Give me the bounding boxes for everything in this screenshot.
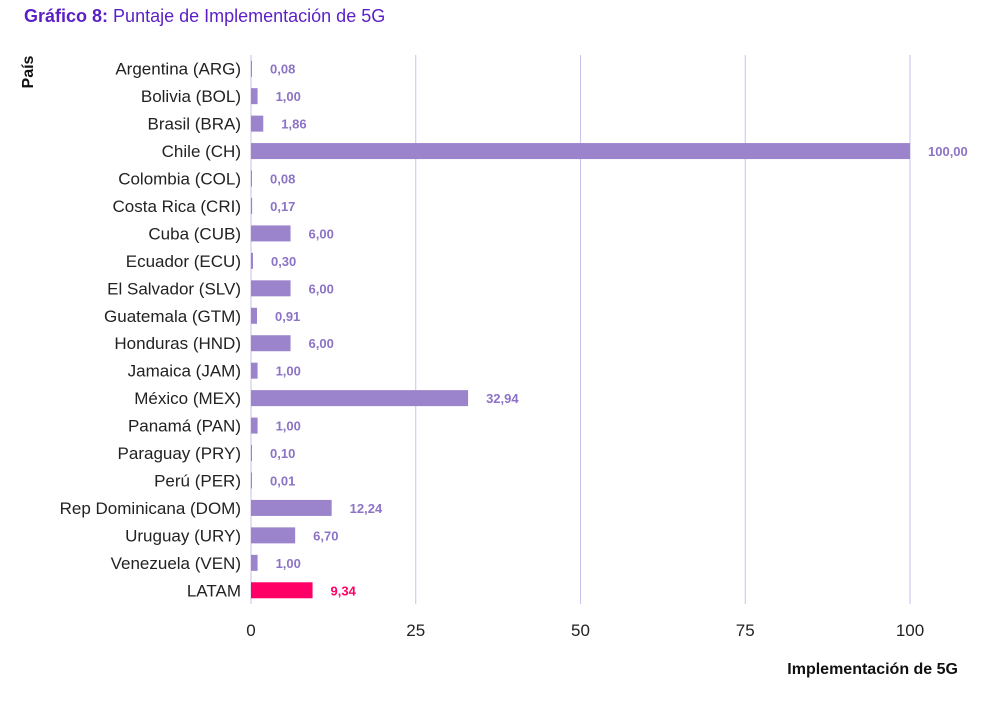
category-label: Ecuador (ECU): [126, 252, 241, 271]
category-label: El Salvador (SLV): [107, 279, 241, 298]
bar: [251, 527, 296, 544]
category-label: Honduras (HND): [114, 334, 241, 353]
x-tick-labels: 0 25 50 75 100: [246, 621, 924, 640]
category-label: Paraguay (PRY): [118, 444, 241, 463]
bar: [251, 225, 291, 242]
bar: [251, 307, 257, 324]
x-tick-label: 0: [246, 621, 255, 640]
category-label: Uruguay (URY): [125, 526, 241, 545]
bar: [251, 417, 258, 434]
category-label: Costa Rica (CRI): [113, 197, 241, 216]
category-label: Bolivia (BOL): [141, 87, 241, 106]
data-label: 0,30: [271, 254, 296, 269]
data-label: 6,00: [309, 336, 334, 351]
category-label: Brasil (BRA): [147, 115, 241, 134]
category-label: México (MEX): [134, 389, 241, 408]
data-label: 12,24: [350, 501, 383, 516]
x-tick-label: 50: [571, 621, 590, 640]
data-label: 0,91: [275, 309, 300, 324]
category-label: Colombia (COL): [118, 170, 241, 189]
category-label: Panamá (PAN): [128, 417, 241, 436]
category-label: Chile (CH): [162, 142, 241, 161]
data-label: 1,86: [281, 117, 306, 132]
category-label: LATAM: [187, 581, 241, 600]
data-label: 9,34: [331, 583, 357, 598]
data-label: 1,00: [276, 89, 301, 104]
x-axis-label: Implementación de 5G: [787, 661, 958, 678]
x-tick-label: 75: [736, 621, 755, 640]
category-label: Cuba (CUB): [148, 224, 241, 243]
x-tick-label: 25: [406, 621, 425, 640]
data-label: 0,17: [270, 199, 295, 214]
value-labels: 0,08 1,00 1,86 100,00 0,08 0,17 6,00 0,30 6,00 0,…: [270, 62, 968, 599]
chart-title-lead: Gráfico 8:: [24, 6, 109, 26]
grid-lines: [250, 55, 911, 604]
data-label: 6,00: [309, 281, 334, 296]
bar: [251, 582, 313, 599]
category-label: Rep Dominicana (DOM): [60, 499, 241, 518]
data-label: 1,00: [276, 364, 301, 379]
data-label: 0,10: [270, 446, 295, 461]
bar: [251, 170, 252, 187]
bar: [251, 280, 291, 297]
bar: [251, 115, 264, 132]
bar: [251, 88, 258, 105]
data-label: 100,00: [928, 144, 968, 159]
bar: [251, 445, 252, 462]
data-label: 0,08: [270, 172, 295, 187]
y-axis-label: País: [20, 55, 37, 88]
data-label: 0,08: [270, 62, 295, 77]
data-label: 6,00: [309, 226, 334, 241]
chart-title: Gráfico 8: Puntaje de Implementación de …: [24, 6, 385, 27]
bar: [251, 60, 252, 77]
chart-title-text: Puntaje de Implementación de 5G: [113, 6, 386, 26]
data-label: 1,00: [276, 556, 301, 571]
x-tick-label: 100: [896, 621, 924, 640]
category-label: Jamaica (JAM): [128, 362, 241, 381]
category-label: Guatemala (GTM): [104, 307, 241, 326]
bar: [251, 335, 291, 352]
bar: [251, 252, 253, 269]
bar: [251, 143, 910, 160]
category-labels: Argentina (ARG) Bolivia (BOL) Brasil (BRA)…: [60, 60, 241, 601]
bar: [251, 499, 332, 516]
category-label: Perú (PER): [154, 471, 241, 490]
data-label: 0,01: [270, 473, 295, 488]
data-label: 32,94: [486, 391, 519, 406]
bar: [251, 197, 253, 214]
data-label: 6,70: [313, 528, 338, 543]
bars: [251, 60, 910, 599]
data-label: 1,00: [276, 419, 301, 434]
bar: [251, 362, 258, 379]
category-label: Venezuela (VEN): [111, 554, 241, 573]
category-label: Argentina (ARG): [115, 60, 241, 79]
bar: [251, 472, 252, 489]
bar: [251, 554, 258, 571]
bar: [251, 390, 469, 407]
